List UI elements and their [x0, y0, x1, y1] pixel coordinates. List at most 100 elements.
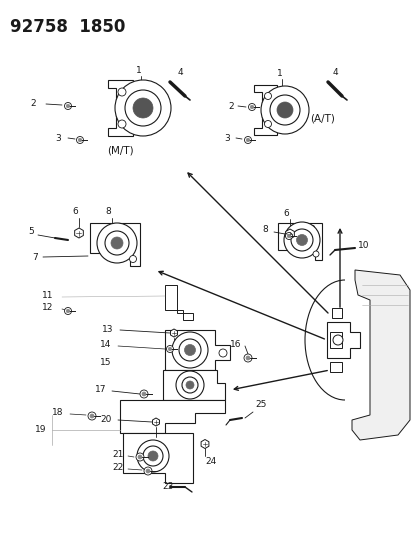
Polygon shape [123, 433, 192, 483]
Circle shape [78, 138, 81, 142]
Circle shape [290, 229, 312, 251]
Bar [329, 332, 341, 348]
Text: 6: 6 [282, 208, 288, 217]
Bar [331, 308, 341, 318]
Circle shape [332, 335, 342, 345]
Circle shape [142, 392, 146, 396]
Circle shape [185, 381, 194, 389]
Polygon shape [120, 400, 224, 433]
Circle shape [243, 354, 252, 362]
Text: 5: 5 [28, 228, 34, 237]
Text: 18: 18 [52, 408, 63, 417]
Text: 14: 14 [100, 341, 111, 350]
Circle shape [64, 308, 71, 314]
Circle shape [264, 93, 271, 100]
Circle shape [111, 237, 123, 249]
Circle shape [283, 222, 319, 258]
Text: 92758  1850: 92758 1850 [10, 18, 125, 36]
Circle shape [245, 356, 249, 360]
Text: 7: 7 [32, 253, 38, 262]
Polygon shape [163, 370, 224, 400]
Circle shape [90, 414, 94, 418]
Circle shape [285, 232, 292, 239]
Circle shape [125, 90, 161, 126]
Circle shape [66, 309, 69, 313]
Text: 19: 19 [35, 425, 46, 434]
Bar [329, 362, 341, 372]
Polygon shape [152, 418, 159, 426]
Circle shape [287, 234, 290, 238]
Circle shape [105, 231, 129, 255]
Text: 25: 25 [254, 400, 266, 409]
Polygon shape [74, 228, 83, 238]
Circle shape [76, 136, 83, 143]
Circle shape [97, 223, 137, 263]
Circle shape [147, 451, 158, 461]
Circle shape [64, 102, 71, 109]
Text: 24: 24 [204, 457, 216, 466]
Circle shape [129, 255, 136, 262]
Circle shape [138, 455, 142, 459]
Circle shape [133, 98, 153, 118]
Text: 4: 4 [332, 68, 338, 77]
Circle shape [244, 136, 251, 143]
Circle shape [249, 105, 253, 109]
Circle shape [171, 332, 207, 368]
Circle shape [118, 120, 126, 128]
Circle shape [176, 371, 204, 399]
Text: 17: 17 [95, 385, 106, 394]
Polygon shape [201, 440, 209, 448]
Polygon shape [254, 85, 276, 135]
Text: (M/T): (M/T) [107, 145, 133, 155]
Circle shape [140, 390, 147, 398]
Text: 2: 2 [228, 101, 233, 110]
Text: 20: 20 [100, 416, 111, 424]
Text: 15: 15 [100, 359, 111, 367]
Circle shape [260, 86, 308, 134]
Circle shape [137, 440, 169, 472]
Circle shape [142, 446, 163, 466]
Polygon shape [277, 223, 321, 260]
Circle shape [146, 469, 150, 473]
Circle shape [118, 88, 126, 96]
Polygon shape [108, 80, 133, 136]
Circle shape [248, 103, 255, 110]
Circle shape [66, 104, 69, 108]
Text: 4: 4 [178, 68, 183, 77]
Polygon shape [326, 322, 359, 358]
Circle shape [276, 102, 292, 118]
Circle shape [88, 412, 96, 420]
Polygon shape [351, 270, 409, 440]
Circle shape [144, 467, 152, 475]
Circle shape [136, 453, 144, 461]
Circle shape [246, 138, 249, 142]
Text: 21: 21 [112, 450, 123, 459]
Text: 2: 2 [30, 99, 36, 108]
Polygon shape [165, 330, 230, 370]
Text: 23: 23 [161, 482, 173, 491]
Text: 11: 11 [42, 292, 53, 301]
Text: 10: 10 [357, 240, 369, 249]
Circle shape [178, 339, 201, 361]
Circle shape [296, 235, 307, 246]
Circle shape [184, 344, 195, 356]
Circle shape [115, 80, 171, 136]
Text: 8: 8 [261, 225, 267, 235]
Circle shape [269, 95, 299, 125]
Polygon shape [165, 285, 192, 320]
Polygon shape [285, 229, 294, 239]
Circle shape [218, 349, 226, 357]
Text: 3: 3 [55, 133, 61, 142]
Text: 13: 13 [102, 326, 113, 335]
Circle shape [182, 377, 197, 393]
Circle shape [264, 120, 271, 127]
Text: 9: 9 [308, 225, 314, 235]
Polygon shape [170, 329, 177, 337]
Text: 12: 12 [42, 303, 53, 312]
Text: 3: 3 [223, 133, 229, 142]
Text: 22: 22 [112, 464, 123, 472]
Text: 16: 16 [230, 341, 241, 350]
Circle shape [312, 251, 318, 257]
Circle shape [166, 345, 173, 352]
Text: 1: 1 [136, 66, 141, 75]
